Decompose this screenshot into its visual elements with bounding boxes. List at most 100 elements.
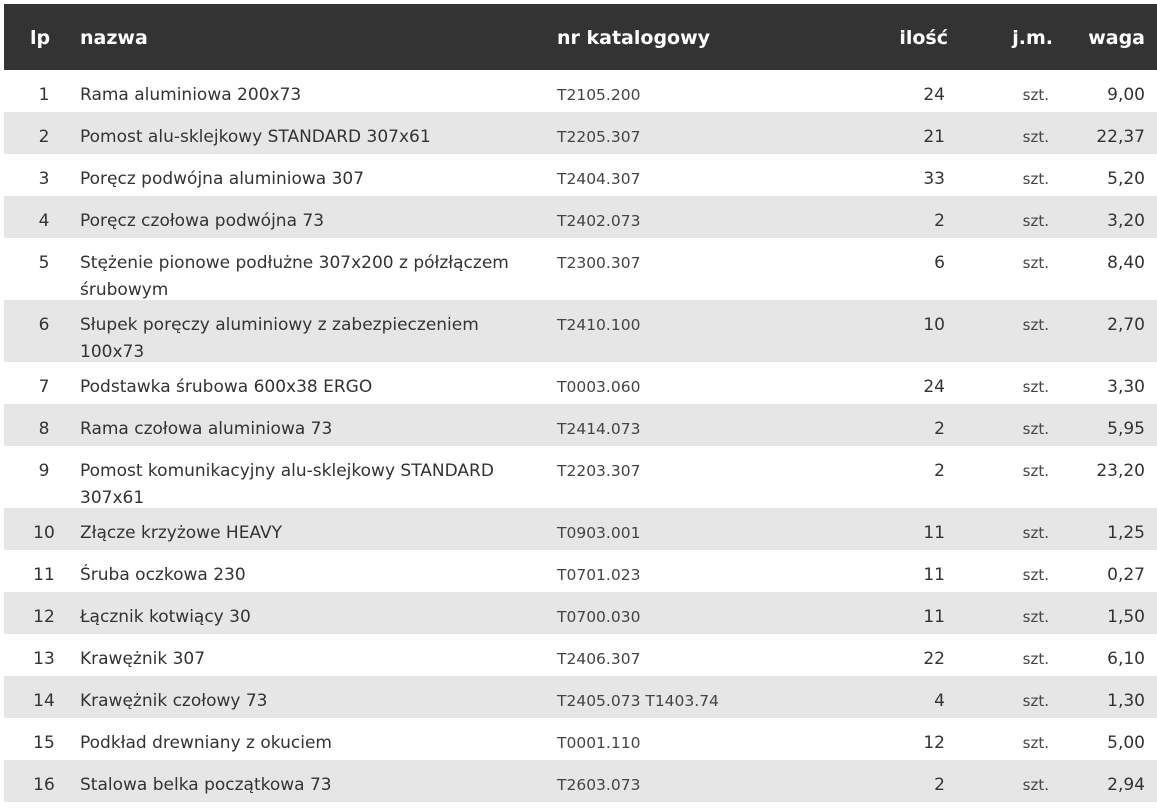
cell-weight: 3,20: [1107, 211, 1145, 231]
table-row: 4 Poręcz czołowa podwójna 73 T2402.073 2 szt…: [4, 196, 1157, 238]
cell-name: Rama aluminiowa 200x73: [80, 85, 302, 105]
header-unit: j.m.: [1012, 27, 1053, 49]
cell-weight: 22,37: [1096, 127, 1145, 147]
cell-catalog: T0701.023: [557, 566, 641, 584]
cell-catalog: T2404.307: [557, 170, 641, 188]
cell-name: Śruba oczkowa 230: [80, 565, 246, 585]
cell-lp: 10: [33, 523, 55, 543]
cell-catalog: T0903.001: [557, 524, 641, 542]
cell-weight: 5,20: [1107, 169, 1145, 189]
table-row: 2 Pomost alu-sklejkowy STANDARD 307x61 T22…: [4, 112, 1157, 154]
cell-unit: szt.: [1022, 254, 1049, 272]
cell-lp: 2: [38, 127, 50, 147]
cell-catalog: T2203.307: [557, 462, 641, 480]
cell-weight: 6,10: [1107, 649, 1145, 669]
cell-qty: 2: [934, 461, 945, 481]
cell-unit: szt.: [1022, 734, 1049, 752]
cell-lp: 8: [38, 419, 50, 439]
cell-qty: 12: [923, 733, 945, 753]
cell-qty: 10: [923, 315, 945, 335]
cell-catalog: T0700.030: [557, 608, 641, 626]
cell-name: Pomost alu-sklejkowy STANDARD 307x61: [80, 127, 431, 147]
cell-qty: 11: [923, 565, 945, 585]
cell-name: Słupek poręczy aluminiowy z zabezpieczen…: [80, 315, 479, 362]
cell-unit: szt.: [1022, 650, 1049, 668]
cell-name: Rama czołowa aluminiowa 73: [80, 419, 333, 439]
cell-qty: 6: [934, 253, 945, 273]
cell-name: Stężenie pionowe podłużne 307x200 z półz…: [80, 253, 509, 300]
table-row: 7 Podstawka śrubowa 600x38 ERGO T0003.060 2…: [4, 362, 1157, 404]
cell-lp: 11: [33, 565, 55, 585]
cell-lp: 9: [38, 461, 50, 481]
parts-table: lp nazwa nr katalogowy ilość j.m. waga 1…: [4, 4, 1157, 802]
cell-catalog: T2406.307: [557, 650, 641, 668]
table-row: 8 Rama czołowa aluminiowa 73 T2414.073 2 szt…: [4, 404, 1157, 446]
cell-weight: 1,25: [1107, 523, 1145, 543]
cell-weight: 5,00: [1107, 733, 1145, 753]
cell-catalog: T2405.073 T1403.74: [557, 692, 719, 710]
cell-name: Stalowa belka początkowa 73: [80, 775, 332, 795]
cell-qty: 24: [923, 85, 945, 105]
cell-catalog: T2105.200: [557, 86, 641, 104]
cell-weight: 1,30: [1107, 691, 1145, 711]
table-body: 1 Rama aluminiowa 200x73 T2105.200 24 szt. 9,…: [4, 70, 1157, 802]
cell-lp: 12: [33, 607, 55, 627]
cell-lp: 16: [33, 775, 55, 795]
cell-weight: 2,94: [1107, 775, 1145, 795]
cell-weight: 3,30: [1107, 377, 1145, 397]
cell-name: Krawężnik czołowy 73: [80, 691, 268, 711]
table-row: 12 Łącznik kotwiący 30 T0700.030 11 szt. 1,50: [4, 592, 1157, 634]
cell-qty: 24: [923, 377, 945, 397]
cell-weight: 9,00: [1107, 85, 1145, 105]
cell-qty: 21: [923, 127, 945, 147]
cell-name: Pomost komunikacyjny alu-sklejkowy STAND…: [80, 461, 494, 508]
cell-qty: 4: [934, 691, 945, 711]
cell-qty: 22: [923, 649, 945, 669]
table-row: 11 Śruba oczkowa 230 T0701.023 11 szt. 0,27: [4, 550, 1157, 592]
cell-lp: 13: [33, 649, 55, 669]
cell-lp: 1: [38, 85, 50, 105]
table-row: 3 Poręcz podwójna aluminiowa 307 T2404.307…: [4, 154, 1157, 196]
cell-unit: szt.: [1022, 776, 1049, 794]
cell-name: Złącze krzyżowe HEAVY: [80, 523, 283, 543]
table-row: 13 Krawężnik 307 T2406.307 22 szt. 6,10: [4, 634, 1157, 676]
cell-qty: 33: [923, 169, 945, 189]
cell-unit: szt.: [1022, 566, 1049, 584]
cell-qty: 2: [934, 775, 945, 795]
cell-unit: szt.: [1022, 212, 1049, 230]
cell-unit: szt.: [1022, 378, 1049, 396]
cell-lp: 5: [38, 253, 50, 273]
cell-qty: 11: [923, 607, 945, 627]
cell-lp: 3: [38, 169, 50, 189]
cell-qty: 2: [934, 419, 945, 439]
cell-unit: szt.: [1022, 86, 1049, 104]
cell-name: Podstawka śrubowa 600x38 ERGO: [80, 377, 373, 397]
cell-unit: szt.: [1022, 128, 1049, 146]
cell-unit: szt.: [1022, 692, 1049, 710]
cell-weight: 8,40: [1107, 253, 1145, 273]
table-row: 10 Złącze krzyżowe HEAVY T0903.001 11 szt. 1,…: [4, 508, 1157, 550]
header-qty: ilość: [899, 27, 948, 49]
cell-weight: 23,20: [1096, 461, 1145, 481]
cell-catalog: T0003.060: [557, 378, 641, 396]
cell-lp: 4: [38, 211, 50, 231]
cell-catalog: T2410.100: [557, 316, 641, 334]
cell-catalog: T2300.307: [557, 254, 641, 272]
cell-lp: 6: [38, 315, 50, 335]
cell-unit: szt.: [1022, 316, 1049, 334]
cell-weight: 0,27: [1107, 565, 1145, 585]
header-catalog: nr katalogowy: [557, 27, 711, 49]
cell-name: Krawężnik 307: [80, 649, 206, 669]
cell-lp: 15: [33, 733, 55, 753]
cell-catalog: T0001.110: [557, 734, 641, 752]
cell-name: Poręcz podwójna aluminiowa 307: [80, 169, 365, 189]
header-lp: lp: [30, 27, 51, 49]
table-row: 15 Podkład drewniany z okuciem T0001.110 12…: [4, 718, 1157, 760]
cell-lp: 14: [33, 691, 55, 711]
cell-qty: 2: [934, 211, 945, 231]
cell-catalog: T2603.073: [557, 776, 641, 794]
table-row: 16 Stalowa belka początkowa 73 T2603.073 2 s…: [4, 760, 1157, 802]
table-header: lp nazwa nr katalogowy ilość j.m. waga: [4, 4, 1157, 70]
cell-qty: 11: [923, 523, 945, 543]
cell-catalog: T2414.073: [557, 420, 641, 438]
